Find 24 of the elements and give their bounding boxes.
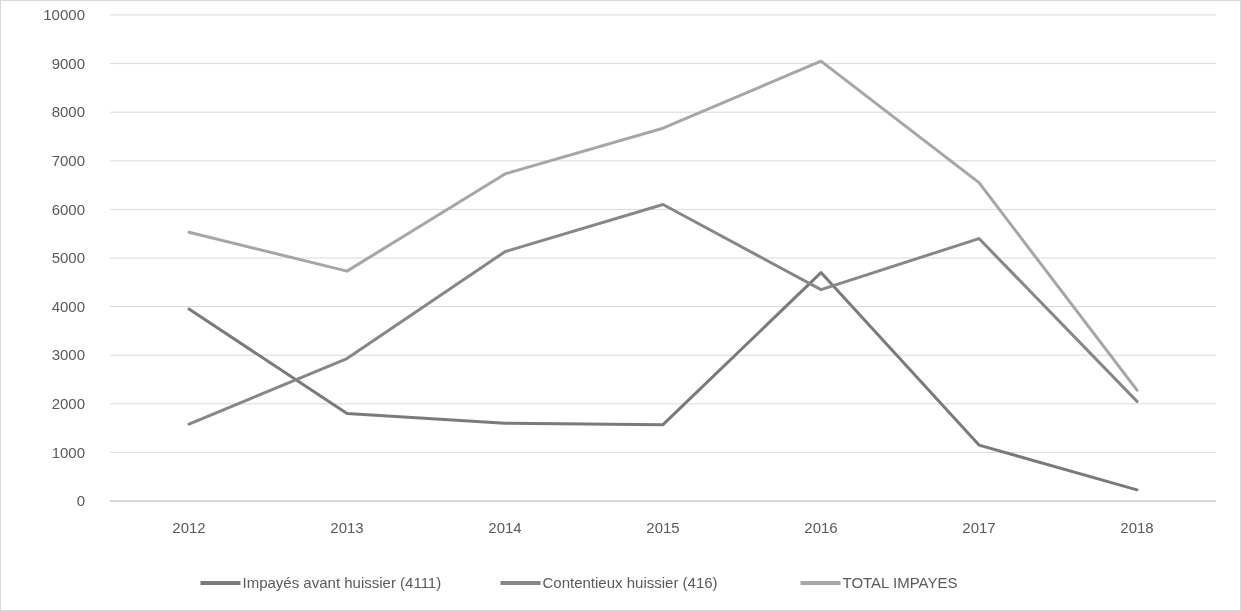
line-series <box>187 59 1139 392</box>
x-tick-label: 2013 <box>330 519 364 536</box>
y-tick-label: 9000 <box>51 54 85 72</box>
y-tick-label: 7000 <box>51 152 85 170</box>
legend-label: Contentieux huissier (416) <box>542 574 718 592</box>
y-tick-label: 10000 <box>43 6 85 24</box>
y-tick-label: 6000 <box>51 200 85 218</box>
x-tick-label: 2017 <box>962 519 996 536</box>
y-tick-label: 4000 <box>51 297 85 315</box>
legend-label: TOTAL IMPAYES <box>842 574 958 592</box>
x-tick-label: 2012 <box>172 519 206 536</box>
x-tick-label: 2016 <box>804 519 838 536</box>
y-tick-label: 5000 <box>51 249 85 267</box>
x-tick-label: 2015 <box>646 519 680 536</box>
x-tick-label: 2018 <box>1120 519 1154 536</box>
y-tick-label: 0 <box>76 492 85 510</box>
y-tick-label: 2000 <box>51 395 85 413</box>
x-tick-label: 2014 <box>488 519 522 536</box>
line-series <box>187 203 1139 426</box>
legend-label: Impayés avant huissier (4111) <box>242 574 442 592</box>
y-tick-label: 1000 <box>51 443 85 461</box>
y-tick-label: 3000 <box>51 346 85 364</box>
y-tick-label: 8000 <box>51 103 85 121</box>
line-series <box>187 271 1139 492</box>
